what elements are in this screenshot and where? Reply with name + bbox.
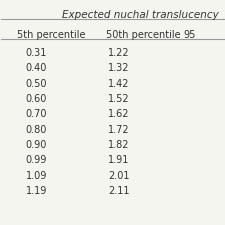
Text: 1.19: 1.19 bbox=[26, 186, 47, 196]
Text: 0.40: 0.40 bbox=[26, 63, 47, 73]
Text: 1.32: 1.32 bbox=[108, 63, 130, 73]
Text: 1.52: 1.52 bbox=[108, 94, 130, 104]
Text: 1.22: 1.22 bbox=[108, 48, 130, 58]
Text: 0.80: 0.80 bbox=[26, 125, 47, 135]
Text: 1.42: 1.42 bbox=[108, 79, 130, 89]
Text: 0.60: 0.60 bbox=[26, 94, 47, 104]
Text: 50th percentile: 50th percentile bbox=[106, 30, 180, 40]
Text: 2.11: 2.11 bbox=[108, 186, 130, 196]
Text: 5th percentile: 5th percentile bbox=[17, 30, 86, 40]
Text: 0.50: 0.50 bbox=[26, 79, 47, 89]
Text: 0.31: 0.31 bbox=[26, 48, 47, 58]
Text: 95: 95 bbox=[184, 30, 196, 40]
Text: 0.90: 0.90 bbox=[26, 140, 47, 150]
Text: 2.01: 2.01 bbox=[108, 171, 130, 181]
Text: 1.09: 1.09 bbox=[26, 171, 47, 181]
Text: 0.70: 0.70 bbox=[26, 109, 47, 119]
Text: 1.72: 1.72 bbox=[108, 125, 130, 135]
Text: Expected nuchal translucency: Expected nuchal translucency bbox=[62, 10, 219, 20]
Text: 0.99: 0.99 bbox=[26, 155, 47, 165]
Text: 1.91: 1.91 bbox=[108, 155, 129, 165]
Text: 1.82: 1.82 bbox=[108, 140, 130, 150]
Text: 1.62: 1.62 bbox=[108, 109, 130, 119]
